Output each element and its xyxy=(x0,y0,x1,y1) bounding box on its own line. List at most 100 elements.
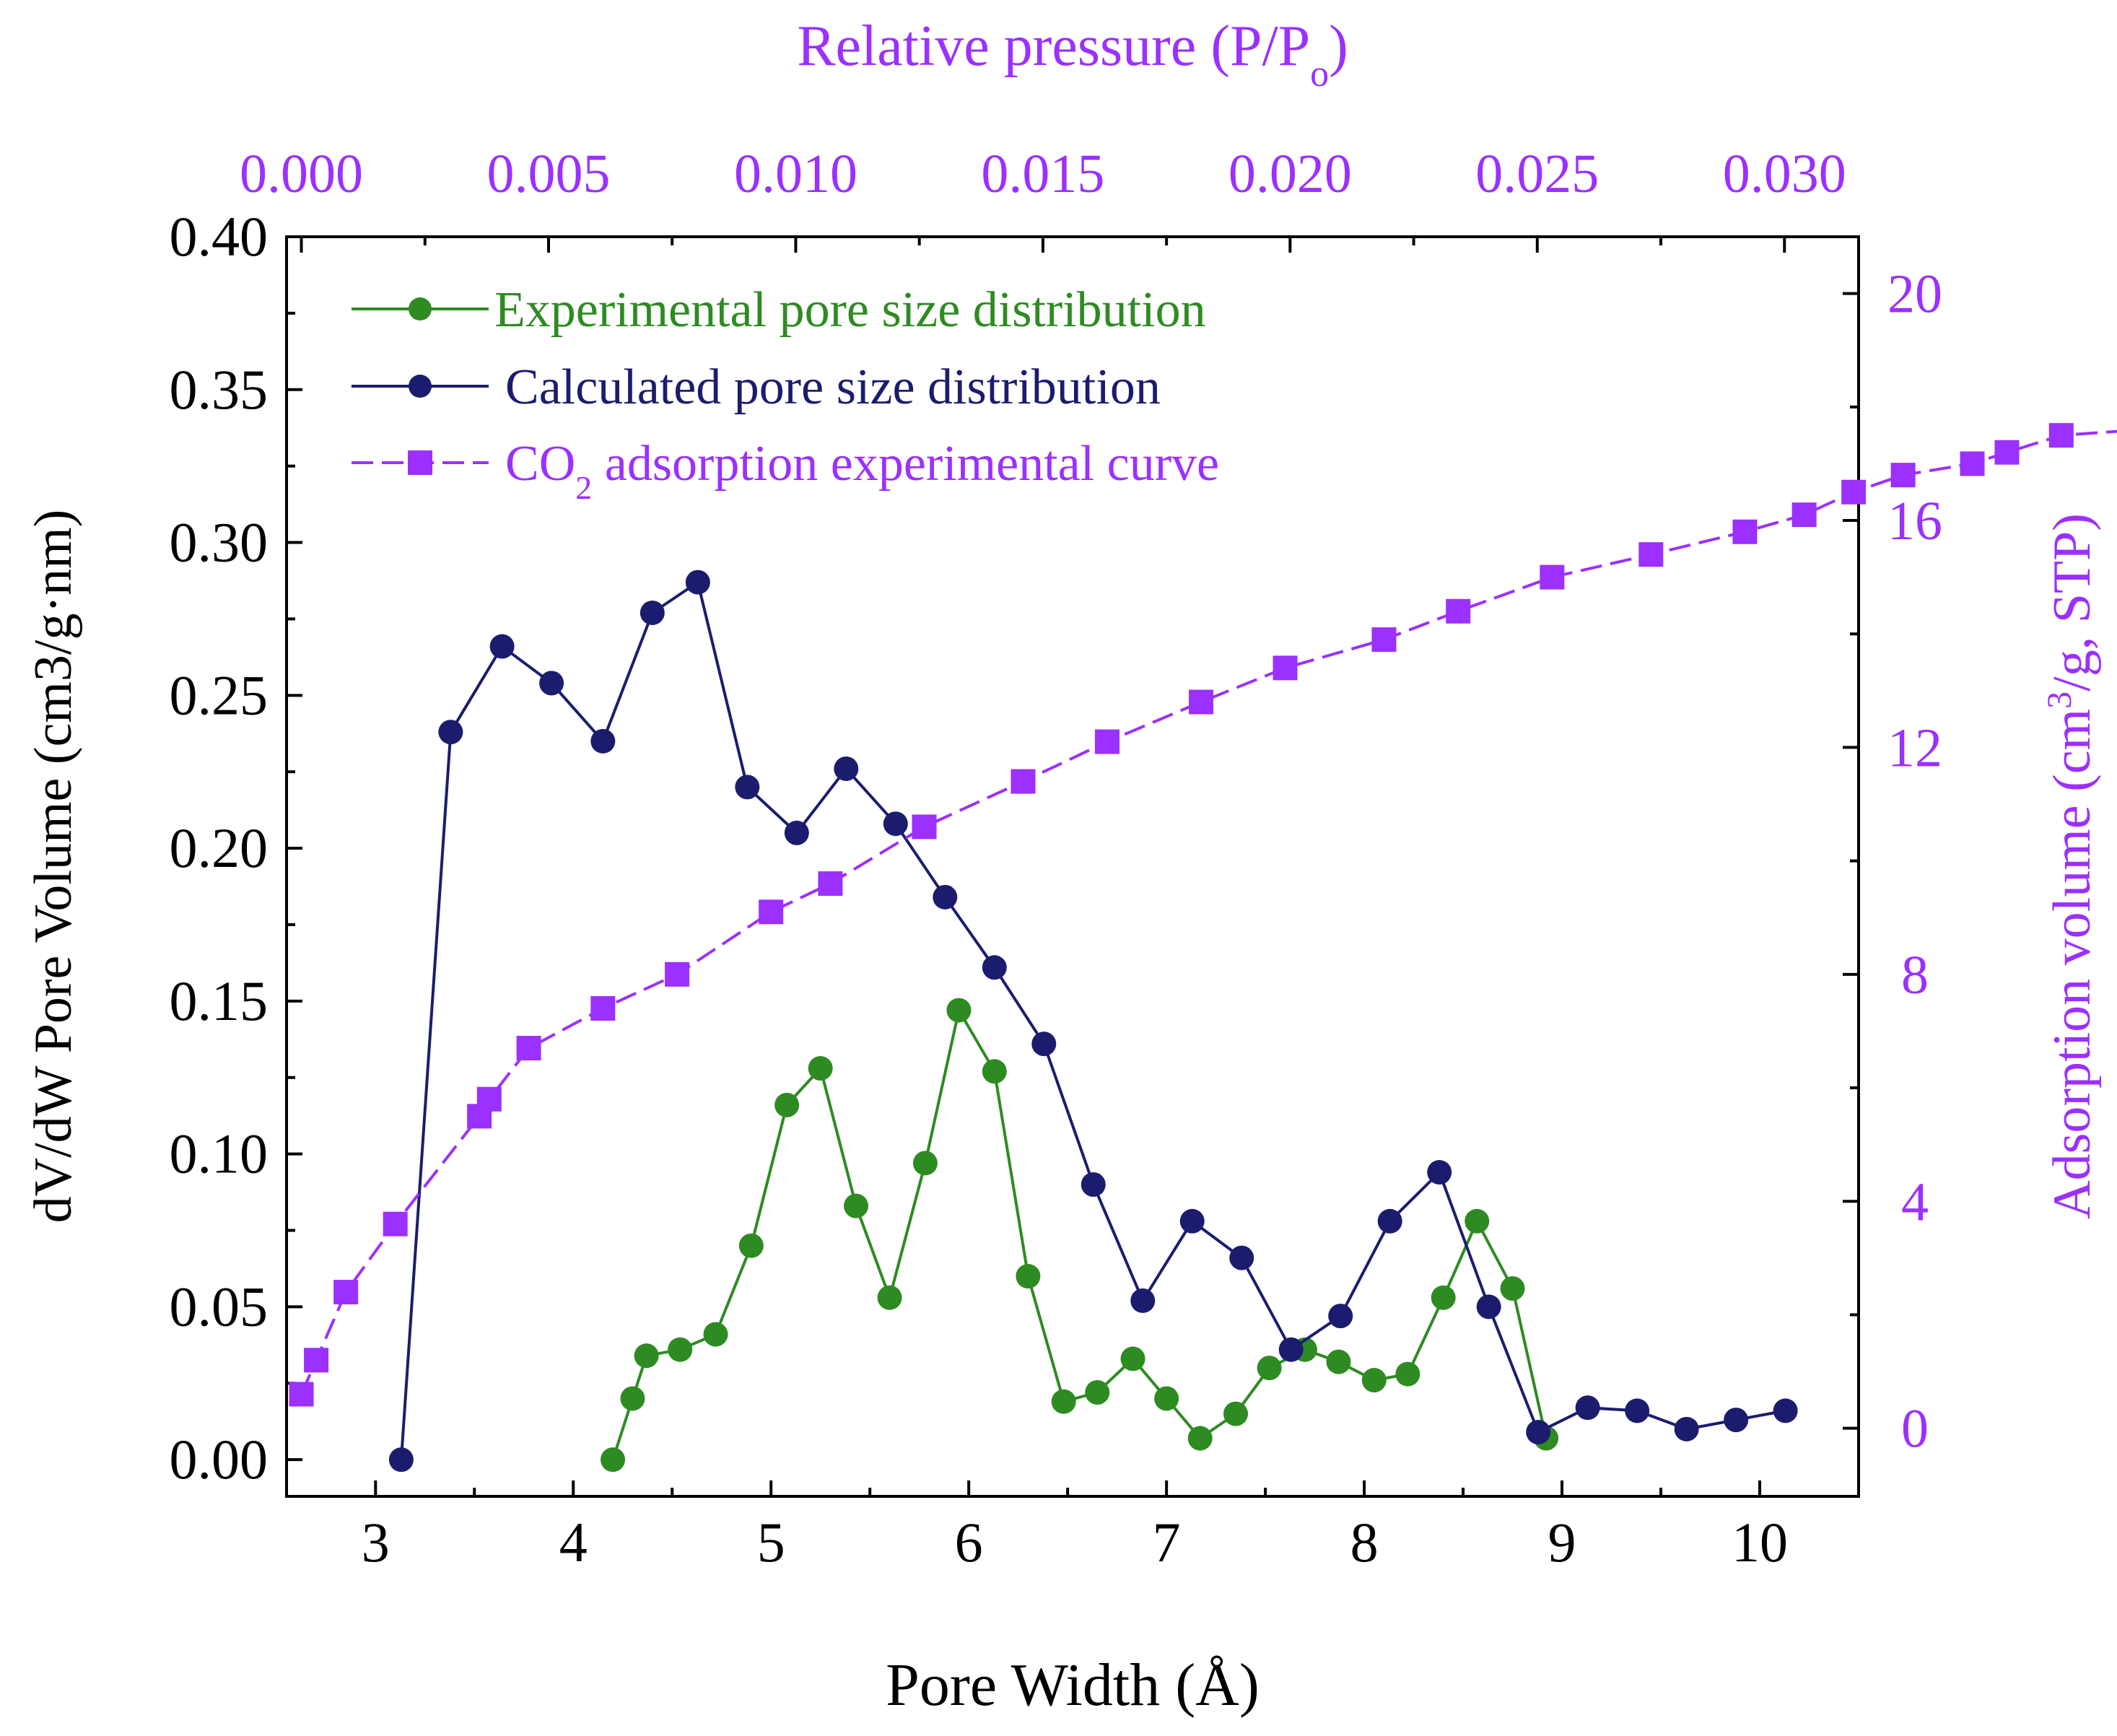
data-point xyxy=(1526,1420,1551,1445)
legend-marker-calculated xyxy=(409,375,432,398)
data-point xyxy=(844,1193,869,1218)
data-point xyxy=(1890,463,1916,488)
data-point xyxy=(304,1348,329,1373)
data-point xyxy=(1011,769,1036,794)
data-point xyxy=(933,884,958,910)
data-point xyxy=(1278,1337,1304,1362)
series-line-2 xyxy=(300,429,2117,1395)
x-tick-label: 6 xyxy=(955,1511,983,1574)
data-point xyxy=(1773,1398,1798,1423)
x2-tick-label: 0.005 xyxy=(487,144,611,204)
y-tick-label: 0.00 xyxy=(170,1428,269,1491)
left-axis: 0.00 0.05 0.10 0.15 0.20 0.25 0.30 0.35 0.40 xyxy=(170,205,302,1491)
x-tick-label: 9 xyxy=(1548,1511,1576,1574)
data-point xyxy=(1085,1379,1110,1405)
y-tick-label: 0.15 xyxy=(170,969,269,1032)
data-point xyxy=(1465,1208,1490,1234)
data-point xyxy=(1120,1346,1145,1371)
data-point xyxy=(1540,564,1565,590)
legend-item-calculated: Calculated pore size distribution xyxy=(352,359,1161,415)
data-point xyxy=(590,996,616,1021)
data-point xyxy=(620,1386,645,1411)
y-tick-label: 0.20 xyxy=(170,816,269,879)
data-point xyxy=(883,811,908,837)
legend-label-calculated: Calculated pore size distribution xyxy=(505,359,1161,415)
data-point xyxy=(1575,1395,1600,1421)
data-point xyxy=(1229,1245,1254,1270)
x-tick-label: 7 xyxy=(1153,1511,1181,1574)
legend: Experimental pore size distribution Calc… xyxy=(352,282,1219,506)
data-point xyxy=(2048,423,2074,448)
top-axis: 0.000 0.005 0.010 0.015 0.020 0.025 0.030 xyxy=(240,144,1846,253)
y-tick-label: 0.30 xyxy=(170,511,269,574)
series-1 xyxy=(388,570,1798,1473)
data-point xyxy=(1476,1294,1501,1320)
data-point xyxy=(388,1447,414,1473)
data-point xyxy=(476,1086,502,1112)
data-point xyxy=(912,814,937,839)
top-axis-title: Relative pressure (P/Po) xyxy=(797,14,1348,95)
data-point xyxy=(946,998,972,1023)
data-point xyxy=(808,1056,833,1081)
data-point xyxy=(1371,627,1397,653)
data-point xyxy=(1154,1386,1179,1411)
data-point xyxy=(383,1211,408,1236)
data-point xyxy=(1016,1264,1041,1289)
x2-tick-label: 0.010 xyxy=(734,144,857,204)
y2-tick-label: 20 xyxy=(1887,264,1942,325)
data-point xyxy=(665,961,690,987)
data-point xyxy=(1674,1416,1699,1441)
y2-tick-label: 4 xyxy=(1901,1172,1929,1232)
x2-tick-label: 0.020 xyxy=(1228,144,1352,204)
data-point xyxy=(877,1285,902,1310)
data-point xyxy=(1500,1275,1525,1301)
x2-tick-label: 0.015 xyxy=(981,144,1104,204)
data-point xyxy=(1960,451,1985,476)
right-axis-title: Adsorption volume (cm3/g, STP) xyxy=(2040,513,2103,1219)
data-point xyxy=(438,720,463,745)
x-tick-label: 3 xyxy=(362,1511,390,1574)
x-tick-label: 4 xyxy=(559,1511,588,1574)
data-point xyxy=(784,820,809,845)
data-point xyxy=(1361,1368,1387,1393)
plot-frame xyxy=(285,235,1860,1498)
data-point xyxy=(1326,1349,1351,1374)
data-point xyxy=(982,955,1007,980)
y2-tick-label: 16 xyxy=(1887,491,1942,551)
legend-item-experimental: Experimental pore size distribution xyxy=(352,282,1206,338)
series-2 xyxy=(289,423,2117,1407)
data-point xyxy=(539,671,564,696)
x2-tick-label: 0.030 xyxy=(1723,144,1846,204)
data-point xyxy=(668,1337,693,1362)
data-point xyxy=(1841,479,1867,505)
right-axis: 0 4 8 12 16 20 xyxy=(1843,264,1942,1460)
data-point xyxy=(818,871,843,897)
data-point xyxy=(516,1036,541,1061)
data-point xyxy=(1179,1208,1205,1234)
x2-tick-label: 0.000 xyxy=(240,144,363,204)
data-point xyxy=(1051,1389,1076,1414)
series-layer xyxy=(289,423,2117,1473)
data-point xyxy=(735,775,760,800)
x-axis-title: Pore Width (Å) xyxy=(886,1652,1260,1719)
data-point xyxy=(982,1059,1007,1084)
data-point xyxy=(1094,729,1119,754)
y-tick-label: 0.25 xyxy=(170,663,269,726)
data-point xyxy=(1724,1408,1749,1433)
data-point xyxy=(1638,542,1664,567)
data-point xyxy=(912,1151,938,1176)
data-point xyxy=(1257,1356,1282,1381)
data-point xyxy=(1187,1426,1213,1451)
data-point xyxy=(1328,1304,1353,1329)
data-point xyxy=(333,1280,359,1305)
data-point xyxy=(601,1447,626,1473)
x-tick-label: 8 xyxy=(1350,1511,1379,1574)
data-point xyxy=(1377,1208,1402,1234)
data-point xyxy=(1994,440,2020,465)
data-point xyxy=(1130,1288,1156,1313)
x2-tick-label: 0.025 xyxy=(1475,144,1599,204)
data-point xyxy=(1791,502,1817,528)
legend-marker-co2 xyxy=(408,450,432,475)
data-point xyxy=(1223,1401,1249,1426)
data-point xyxy=(640,600,665,625)
